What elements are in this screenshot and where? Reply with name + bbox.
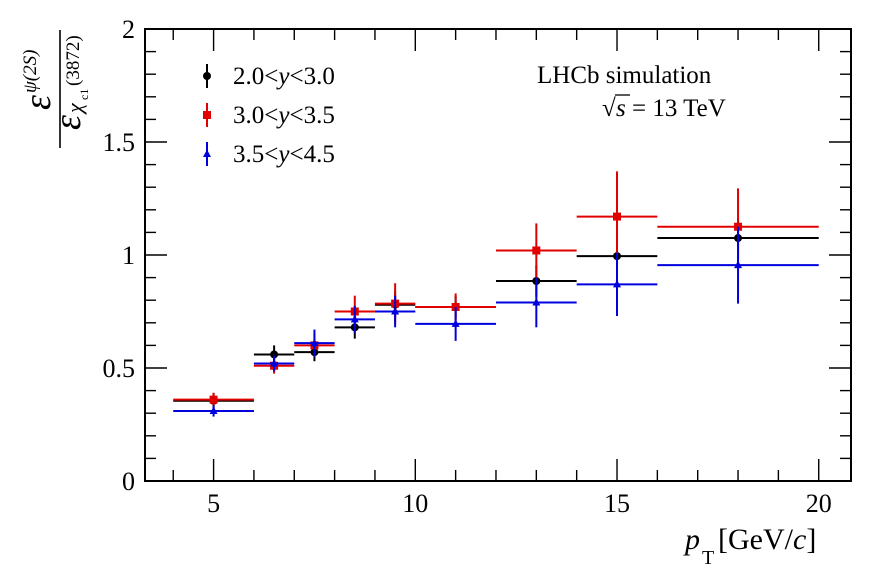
data-point	[532, 297, 541, 306]
x-axis-var-sub: T	[702, 547, 714, 569]
experiment-label: LHCb simulation	[537, 62, 712, 89]
data-point	[391, 307, 400, 315]
x-tick-label: 15	[604, 489, 630, 518]
y-den-chi: χ	[62, 102, 87, 115]
axis-tick-labels: 5 10 15 20 0 0.5 1 1.5 2	[103, 15, 832, 518]
legend-label-3: 3.0<y<3.5	[233, 102, 335, 129]
x-tick-label: 10	[402, 489, 428, 518]
y-den-eps: ε	[47, 115, 89, 130]
y-tick-label: 0	[122, 467, 135, 496]
energy-label: √ s = 13 TeV	[602, 94, 726, 122]
x-tick-label: 5	[207, 489, 220, 518]
sqrt-symbol: √	[602, 95, 616, 122]
x-axis-title: p T [GeV/c]	[683, 523, 816, 569]
y-axis-title: ε ψ(2S) ε χ c1 (3872)	[17, 35, 91, 130]
legend-markers	[203, 64, 211, 166]
legend-marker	[203, 72, 211, 80]
series-1	[173, 171, 819, 407]
legend-label-4: 3.5<y<4.5	[233, 141, 335, 168]
plot-frame	[144, 28, 852, 482]
legend-marker	[203, 149, 211, 157]
x-tick-label: 20	[806, 489, 832, 518]
series-0	[173, 217, 819, 409]
x-axis-var: p	[683, 523, 700, 556]
y-tick-label: 2	[122, 15, 135, 44]
y-den-c1: c1	[77, 89, 91, 100]
data-point	[270, 358, 279, 367]
data-point	[270, 350, 279, 359]
data-point	[532, 246, 541, 255]
data-point	[613, 279, 622, 288]
legend-marker	[203, 111, 211, 119]
y-tick-label: 1	[122, 241, 135, 270]
data-point	[209, 395, 218, 404]
data-point	[209, 406, 218, 414]
data-point	[451, 319, 460, 327]
axis-ticks	[145, 28, 851, 482]
data-point	[613, 212, 622, 221]
energy-text: s = 13 TeV	[616, 95, 726, 122]
data-point	[734, 260, 743, 269]
data-point	[350, 314, 359, 323]
y-tick-label: 1.5	[103, 128, 136, 157]
legend-label-2: 2.0<y<3.0	[233, 63, 335, 90]
y-num-eps: ε	[17, 95, 59, 110]
data-point	[310, 338, 319, 347]
y-tick-label: 0.5	[103, 354, 136, 383]
legend: 2.0<y<3.0 3.0<y<3.5 3.5<y<4.5	[203, 63, 335, 168]
data-points	[173, 171, 819, 417]
y-den-mass: (3872)	[63, 35, 84, 86]
x-axis-units: [GeV/c]	[718, 523, 816, 556]
y-num-sub: ψ(2S)	[20, 50, 41, 93]
series-2	[173, 226, 819, 417]
